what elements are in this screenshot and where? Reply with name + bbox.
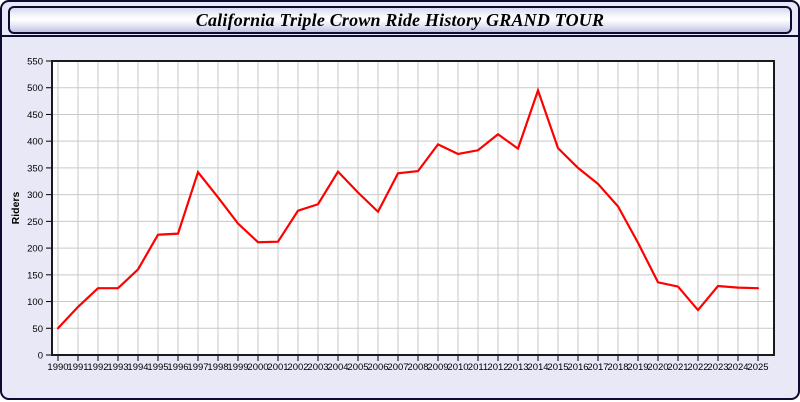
- y-tick-label: 450: [27, 110, 43, 121]
- y-tick-label: 550: [27, 57, 43, 68]
- x-tick-label: 2021: [667, 362, 688, 373]
- y-tick-label: 50: [32, 324, 43, 335]
- x-tick-label: 2017: [587, 362, 608, 373]
- x-tick-label: 1999: [227, 362, 248, 373]
- y-tick-label: 400: [27, 137, 43, 148]
- y-tick-label: 100: [27, 297, 43, 308]
- x-tick-label: 2002: [287, 362, 308, 373]
- x-tick-label: 1996: [167, 362, 188, 373]
- x-tick-label: 2020: [647, 362, 668, 373]
- x-tick-label: 2008: [407, 362, 428, 373]
- x-tick-label: 2023: [707, 362, 728, 373]
- x-tick-label: 1994: [127, 362, 148, 373]
- x-tick-label: 2010: [447, 362, 468, 373]
- x-tick-label: 2003: [307, 362, 328, 373]
- x-tick-labels: 1990199119921993199419951996199719981999…: [47, 362, 768, 373]
- y-tick-label: 300: [27, 190, 43, 201]
- y-tick-label: 0: [38, 351, 43, 362]
- x-tick-label: 2022: [687, 362, 708, 373]
- y-tick-label: 200: [27, 244, 43, 255]
- x-tick-label: 2013: [507, 362, 528, 373]
- x-tick-label: 1991: [67, 362, 88, 373]
- x-tick-label: 2011: [468, 362, 488, 373]
- y-tick-labels: 0 50 100 150 200 250 300 350 400 450 500 550: [27, 57, 43, 362]
- y-tick-label: 150: [27, 270, 43, 281]
- x-tick-label: 2015: [547, 362, 568, 373]
- x-tick-label: 2016: [567, 362, 588, 373]
- x-tick-label: 1995: [147, 362, 168, 373]
- title-bar: California Triple Crown Ride History GRA…: [8, 6, 792, 34]
- y-tick-label: 350: [27, 163, 43, 174]
- title-separator-line: [2, 35, 798, 37]
- x-tick-label: 2000: [247, 362, 268, 373]
- y-tick-label: 500: [27, 83, 43, 94]
- axis-ticks: [46, 60, 759, 361]
- plot-area: [52, 61, 774, 355]
- plot-border: [51, 60, 775, 356]
- x-tick-label: 2018: [607, 362, 628, 373]
- x-tick-label: 1990: [47, 362, 68, 373]
- x-tick-label: 2006: [367, 362, 388, 373]
- x-tick-label: 1998: [207, 362, 228, 373]
- x-gridlines: [57, 61, 759, 355]
- x-tick-label: 1993: [107, 362, 128, 373]
- riders-line-series: [56, 87, 760, 330]
- x-tick-label: 2014: [527, 362, 548, 373]
- x-tick-label: 2001: [267, 362, 288, 373]
- x-tick-label: 2007: [387, 362, 408, 373]
- x-tick-label: 2025: [747, 362, 768, 373]
- x-tick-label: 2019: [627, 362, 648, 373]
- x-tick-label: 1992: [87, 362, 108, 373]
- x-tick-label: 2012: [487, 362, 508, 373]
- y-tick-label: 250: [27, 217, 43, 228]
- x-tick-label: 2004: [327, 362, 348, 373]
- x-tick-label: 2009: [427, 362, 448, 373]
- x-tick-label: 2005: [347, 362, 368, 373]
- x-tick-label: 1997: [187, 362, 208, 373]
- x-tick-label: 2024: [727, 362, 748, 373]
- page-title: California Triple Crown Ride History GRA…: [195, 9, 605, 30]
- y-axis-title: Riders: [10, 192, 22, 225]
